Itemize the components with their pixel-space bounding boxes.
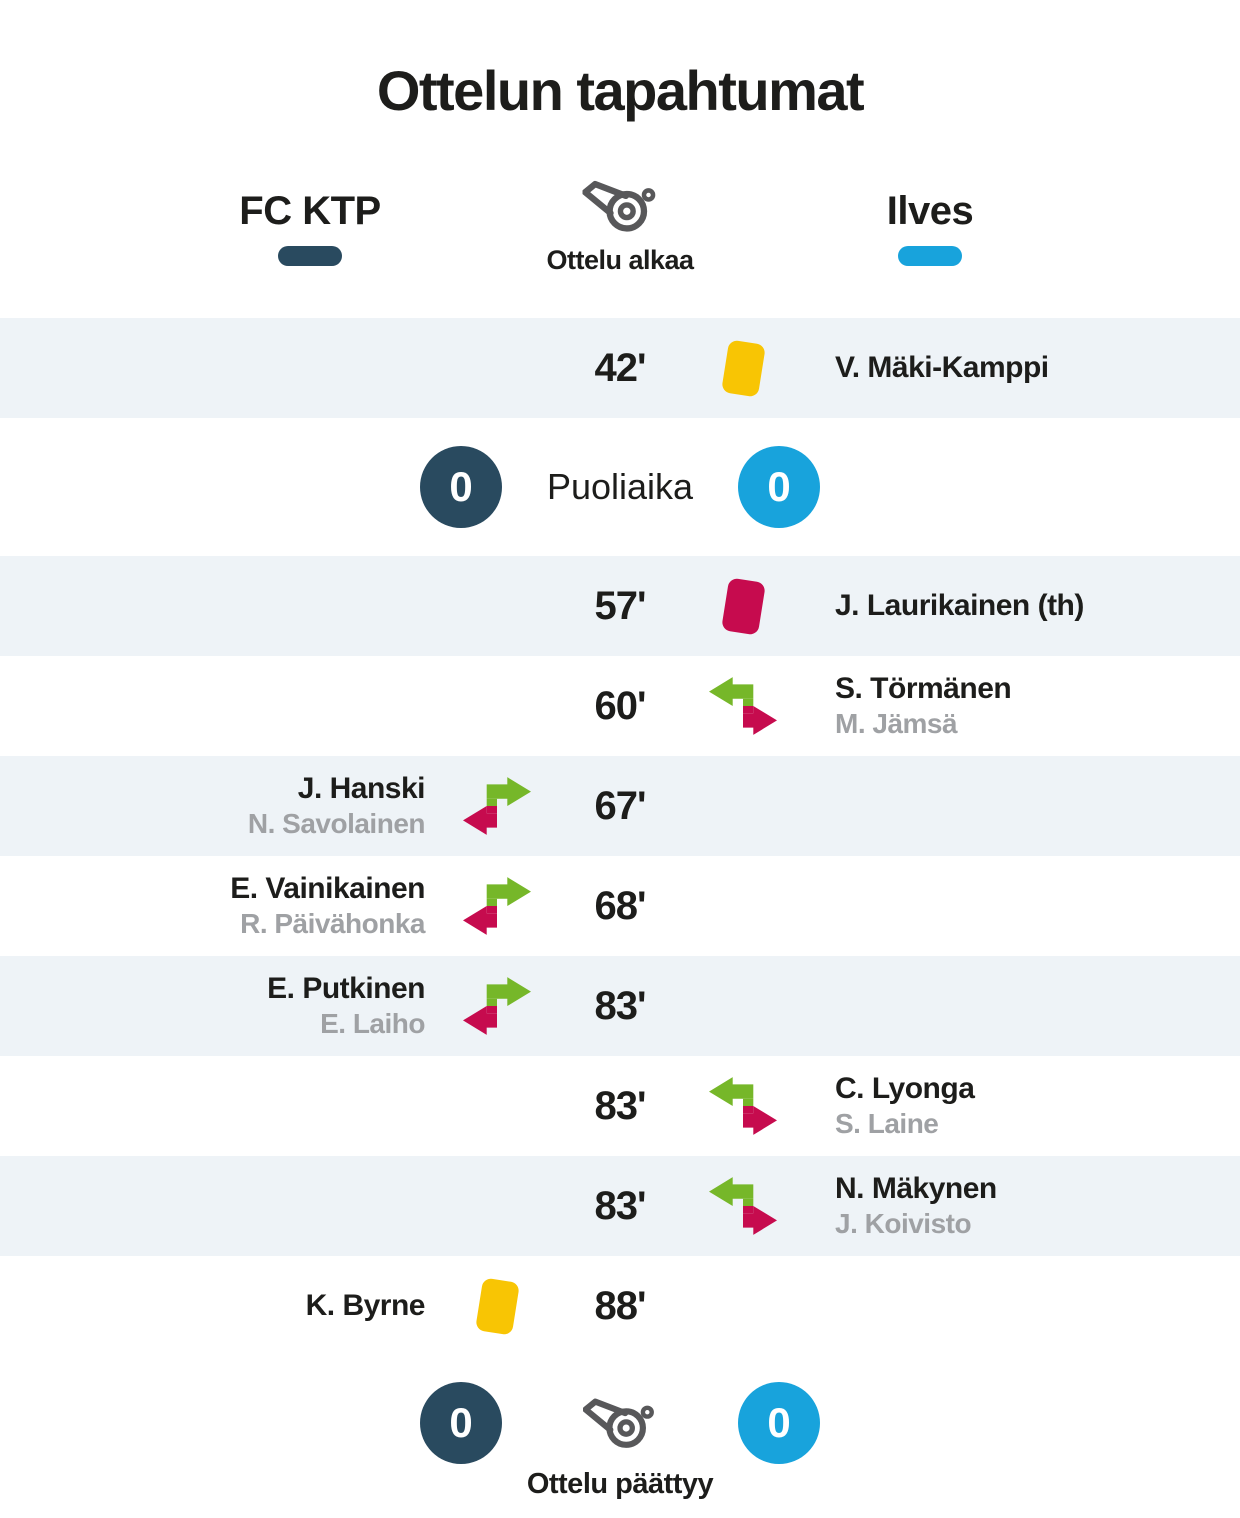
teams-row: FC KTP Ilves Ottelu alkaa: [0, 189, 1240, 275]
player-out: N. Savolainen: [247, 808, 426, 839]
swap-arrows-icon: [463, 877, 531, 935]
player-in: E. Vainikainen: [230, 872, 425, 905]
fulltime-away-score: 0: [738, 1382, 820, 1464]
swap-arrows-icon: [463, 777, 531, 835]
away-team-name: Ilves: [886, 189, 974, 233]
match-end-label: Ottelu päättyy: [526, 1468, 714, 1500]
event-time: 42': [594, 345, 646, 390]
player-in: C. Lyonga: [835, 1072, 975, 1105]
red-card-icon: [720, 576, 766, 636]
player-name: K. Byrne: [305, 1289, 426, 1322]
event-row-substitution-away: 83' N. Mäkynen J. Koivisto: [0, 1156, 1240, 1256]
yellow-card-icon: [720, 338, 766, 398]
player-name: V. Mäki-Kamppi: [835, 351, 1049, 384]
player-out: R. Päivähonka: [240, 908, 425, 939]
player-in: S. Törmänen: [835, 672, 1012, 705]
player-in: E. Putkinen: [267, 972, 425, 1005]
player-name: J. Laurikainen (th): [835, 589, 1084, 622]
player-in: N. Mäkynen: [835, 1172, 997, 1205]
player-out: E. Laiho: [320, 1008, 425, 1039]
away-team: Ilves: [620, 189, 1240, 266]
swap-arrows-icon: [709, 1077, 777, 1135]
player-in: J. Hanski: [297, 772, 426, 805]
event-time: 88': [594, 1283, 646, 1328]
match-start-marker: Ottelu alkaa: [546, 173, 694, 276]
event-time: 57': [594, 583, 646, 628]
event-row-substitution-home: E. Putkinen E. Laiho 83': [0, 956, 1240, 1056]
halftime-label: Puoliaika: [546, 466, 694, 507]
event-row-substitution-home: J. Hanski N. Savolainen 67': [0, 756, 1240, 856]
fulltime-score: 0 0 Ottelu päättyy: [0, 1356, 1240, 1518]
swap-arrows-icon: [463, 977, 531, 1035]
home-team: FC KTP: [0, 189, 620, 266]
header: Ottelun tapahtumat FC KTP Ilves Ottelu a…: [0, 0, 1240, 318]
home-team-name: FC KTP: [239, 189, 381, 233]
event-row-substitution-away: 60' S. Törmänen M. Jämsä: [0, 656, 1240, 756]
event-time: 83': [594, 1183, 646, 1228]
event-time: 68': [594, 883, 646, 928]
event-row-substitution-home: E. Vainikainen R. Päivähonka 68': [0, 856, 1240, 956]
yellow-card-icon: [474, 1276, 520, 1336]
swap-arrows-icon: [709, 1177, 777, 1235]
player-out: J. Koivisto: [835, 1208, 972, 1239]
event-row-substitution-away: 83' C. Lyonga S. Laine: [0, 1056, 1240, 1156]
event-time: 83': [594, 983, 646, 1028]
whistle-icon: [582, 173, 658, 240]
player-out: S. Laine: [835, 1108, 939, 1139]
halftime-home-score: 0: [420, 446, 502, 528]
halftime-away-score: 0: [738, 446, 820, 528]
event-time: 67': [594, 783, 646, 828]
fulltime-home-score: 0: [420, 1382, 502, 1464]
halftime-score: 0 Puoliaika 0: [0, 418, 1240, 556]
away-team-color-pill: [898, 246, 962, 266]
home-team-color-pill: [278, 246, 342, 266]
match-start-label: Ottelu alkaa: [546, 245, 694, 275]
whistle-icon: [583, 1391, 657, 1456]
event-row-yellow-card-home: K. Byrne 88': [0, 1256, 1240, 1356]
event-time: 83': [594, 1083, 646, 1128]
event-row-red-card-away: 57' J. Laurikainen (th): [0, 556, 1240, 656]
event-row-yellow-card-away: 42' V. Mäki-Kamppi: [0, 318, 1240, 418]
player-out: M. Jämsä: [835, 708, 958, 739]
page-title: Ottelun tapahtumat: [376, 59, 865, 122]
swap-arrows-icon: [709, 677, 777, 735]
event-time: 60': [594, 683, 646, 728]
